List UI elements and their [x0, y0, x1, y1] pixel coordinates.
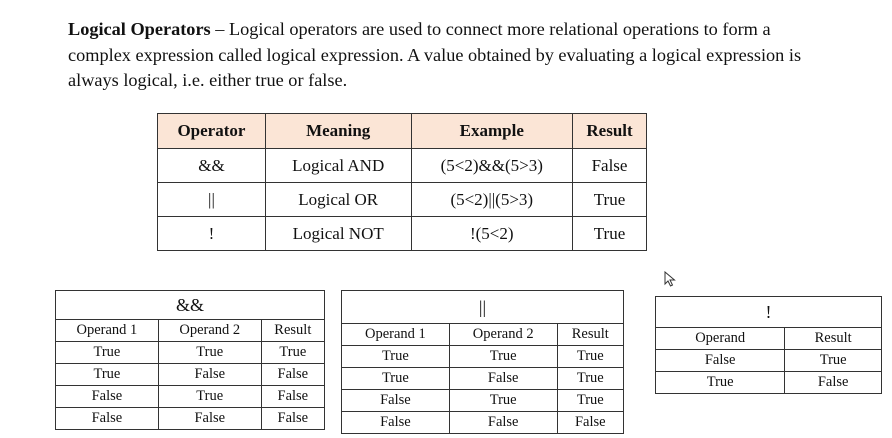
table-cell: True — [55, 341, 159, 364]
table-cell: False — [572, 148, 647, 183]
table-row: False True — [654, 349, 882, 372]
truth-table-title: || — [341, 290, 624, 324]
table-cell: False — [55, 385, 159, 408]
table-cell: (5<2)&&(5>3) — [410, 148, 574, 183]
operator-table: Operator Meaning Example Result && Logic… — [157, 113, 647, 251]
header-cell: Result — [784, 327, 882, 350]
paragraph-text: – Logical operators are used to connect … — [68, 19, 802, 90]
table-cell: True — [157, 385, 262, 408]
table-cell: True — [654, 371, 786, 394]
table-row: ! Logical NOT !(5<2) True — [157, 216, 647, 251]
table-cell: Logical OR — [264, 182, 412, 217]
header-cell: Example — [410, 113, 574, 149]
table-cell: True — [572, 182, 647, 217]
truth-table-title: && — [55, 290, 325, 320]
header-cell: Operand 2 — [448, 323, 558, 346]
table-row: True True True — [341, 345, 625, 368]
table-row: False False False — [55, 407, 326, 430]
header-cell: Operand 2 — [157, 319, 262, 342]
table-row: && Logical AND (5<2)&&(5>3) False — [157, 148, 647, 183]
truth-table-header: Operand 1 Operand 2 Result — [341, 323, 625, 346]
table-row: True False — [654, 371, 882, 394]
table-cell: False — [556, 411, 625, 434]
table-row: || Logical OR (5<2)||(5>3) True — [157, 182, 647, 217]
truth-table-header: Operand Result — [654, 327, 882, 350]
truth-table-title: ! — [655, 296, 882, 328]
table-cell: True — [448, 389, 558, 412]
table-cell: (5<2)||(5>3) — [410, 182, 574, 217]
table-cell: True — [556, 367, 625, 390]
table-row: True False False — [55, 363, 326, 386]
table-cell: False — [448, 367, 558, 390]
table-cell: True — [157, 341, 262, 364]
header-cell: Meaning — [264, 113, 412, 149]
operator-table-header: Operator Meaning Example Result — [157, 113, 647, 149]
table-cell: False — [341, 411, 450, 434]
header-cell: Result — [572, 113, 647, 149]
table-row: False False False — [341, 411, 625, 434]
table-cell: True — [556, 389, 625, 412]
table-cell: True — [341, 345, 450, 368]
table-cell: False — [157, 407, 262, 430]
truth-table-header: Operand 1 Operand 2 Result — [55, 319, 326, 342]
table-cell: False — [654, 349, 786, 372]
header-cell: Operand 1 — [341, 323, 450, 346]
table-cell: False — [448, 411, 558, 434]
table-cell: False — [784, 371, 882, 394]
table-cell: False — [260, 407, 326, 430]
header-cell: Operand — [654, 327, 786, 350]
truth-table-title-row: ! — [655, 296, 882, 328]
and-truth-table: && Operand 1 Operand 2 Result True True … — [55, 290, 326, 430]
table-cell: || — [157, 182, 266, 217]
intro-paragraph: Logical Operators – Logical operators ar… — [68, 17, 828, 94]
not-truth-table: ! Operand Result False True True False — [654, 296, 882, 394]
table-cell: True — [55, 363, 159, 386]
table-cell: False — [157, 363, 262, 386]
table-cell: && — [157, 148, 266, 183]
table-cell: False — [341, 389, 450, 412]
table-cell: True — [572, 216, 647, 251]
table-row: False True False — [55, 385, 326, 408]
header-cell: Operator — [157, 113, 266, 149]
table-cell: Logical AND — [264, 148, 412, 183]
table-cell: False — [55, 407, 159, 430]
table-cell: True — [260, 341, 326, 364]
table-cell: True — [448, 345, 558, 368]
table-cell: True — [341, 367, 450, 390]
table-cell: Logical NOT — [264, 216, 412, 251]
header-cell: Result — [260, 319, 326, 342]
table-cell: True — [784, 349, 882, 372]
header-cell: Operand 1 — [55, 319, 159, 342]
table-row: False True True — [341, 389, 625, 412]
table-row: True True True — [55, 341, 326, 364]
table-cell: False — [260, 363, 326, 386]
paragraph-lead: Logical Operators — [68, 19, 211, 39]
mouse-pointer-icon — [664, 271, 676, 287]
table-cell: ! — [157, 216, 266, 251]
table-row: True False True — [341, 367, 625, 390]
or-truth-table: || Operand 1 Operand 2 Result True True … — [341, 290, 625, 434]
truth-table-title-row: || — [341, 290, 624, 324]
truth-table-title-row: && — [55, 290, 325, 320]
header-cell: Result — [556, 323, 625, 346]
table-cell: False — [260, 385, 326, 408]
table-cell: !(5<2) — [410, 216, 574, 251]
table-cell: True — [556, 345, 625, 368]
